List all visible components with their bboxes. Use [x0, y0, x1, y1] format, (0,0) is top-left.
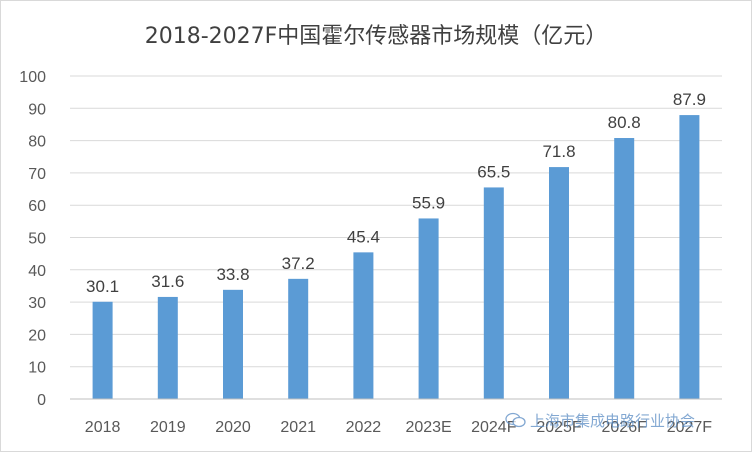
y-tick-label: 30 [28, 295, 46, 312]
bar [157, 296, 178, 399]
y-tick-label: 60 [28, 198, 46, 215]
x-tick-label: 2021 [280, 419, 316, 436]
watermark-text: 上海市集成电路行业协会 [530, 412, 696, 430]
y-tick-label: 0 [37, 392, 46, 409]
x-tick-label: 2022 [346, 419, 382, 436]
bar [223, 289, 243, 399]
y-tick-label: 90 [28, 101, 46, 118]
data-label: 71.8 [542, 142, 575, 161]
data-label: 65.5 [477, 162, 510, 181]
bar [418, 218, 439, 399]
data-label: 45.4 [347, 227, 380, 246]
bar [483, 187, 504, 399]
data-label: 87.9 [673, 90, 706, 109]
bar [614, 138, 635, 400]
x-tick-label: 2024F [471, 419, 517, 436]
bar [549, 167, 569, 399]
y-tick-label: 100 [19, 69, 46, 86]
watermark: 上海市集成电路行业协会 [505, 410, 695, 431]
y-tick-label: 50 [28, 231, 46, 248]
y-tick-label: 70 [28, 166, 46, 183]
y-tick-label: 10 [28, 360, 46, 377]
data-label: 31.6 [151, 272, 184, 291]
x-tick-label: 2025F [536, 419, 582, 436]
wechat-icon [505, 412, 526, 428]
bar [679, 115, 700, 399]
data-label: 37.2 [282, 254, 315, 273]
bar [92, 301, 113, 399]
x-tick-label: 2020 [215, 419, 251, 436]
y-tick-label: 40 [28, 263, 46, 280]
data-label: 80.8 [608, 113, 641, 132]
y-tick-label: 20 [28, 327, 46, 344]
y-tick-label: 80 [28, 134, 46, 151]
chart-title: 2018-2027F中国霍尔传感器市场规模（亿元） [144, 24, 608, 49]
data-label: 30.1 [86, 277, 119, 296]
data-label: 33.8 [216, 265, 249, 284]
bar [353, 252, 374, 399]
bar [288, 278, 309, 399]
data-label: 55.9 [412, 193, 445, 212]
x-tick-label: 2026F [602, 419, 648, 436]
x-tick-label: 2023E [405, 419, 451, 436]
x-tick-label: 2018 [85, 419, 121, 436]
x-tick-label: 2027F [667, 419, 713, 436]
x-tick-label: 2019 [150, 419, 186, 436]
